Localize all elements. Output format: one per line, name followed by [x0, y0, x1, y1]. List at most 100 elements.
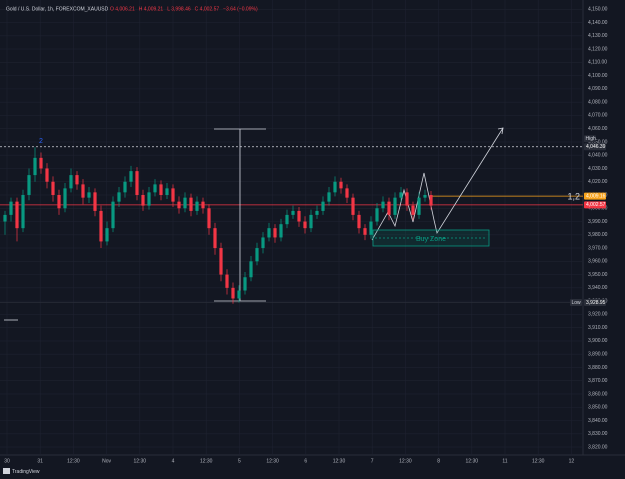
- y-tick-label: 4,140.00: [588, 20, 608, 26]
- price-tag: [584, 143, 606, 151]
- x-tick-label: 8: [437, 458, 440, 464]
- y-tick-label: 3,830.00: [588, 431, 608, 437]
- candle-body: [189, 197, 193, 211]
- candle-body: [177, 201, 181, 209]
- price-tag-label: 4,046.39: [586, 144, 606, 150]
- level-name-box: [584, 135, 596, 143]
- candle-body: [429, 195, 433, 206]
- candle-body: [135, 171, 139, 195]
- price-tag: [584, 201, 606, 209]
- candle-body: [207, 208, 211, 229]
- candle-body: [219, 248, 223, 275]
- x-tick-label: 12:30: [466, 458, 479, 464]
- candle-body: [117, 192, 121, 202]
- legend-item: L 3,998.46: [167, 6, 191, 12]
- y-tick-label: 3,920.00: [588, 312, 608, 318]
- y-tick-label: 3,860.00: [588, 391, 608, 397]
- y-tick-label: 4,100.00: [588, 73, 608, 79]
- candle-body: [183, 197, 187, 209]
- x-tick-label: 12:30: [333, 458, 346, 464]
- candle-body: [369, 221, 373, 235]
- candle-body: [111, 201, 115, 229]
- chart-title: Gold / U.S. Dollar, 1h, FOREXCOM_XAUUSD: [6, 6, 109, 12]
- level-name-box: [570, 299, 582, 307]
- candle-body: [195, 201, 199, 211]
- candle-body: [87, 192, 91, 198]
- x-tick-label: 4: [172, 458, 175, 464]
- candle-body: [363, 228, 367, 235]
- y-tick-label: 3,910.00: [588, 325, 608, 331]
- candle-body: [405, 192, 409, 206]
- candle-body: [225, 274, 229, 288]
- candle-body: [45, 168, 49, 182]
- candle-body: [285, 214, 289, 225]
- candle-body: [351, 197, 355, 215]
- candle-body: [159, 184, 163, 195]
- candle-body: [357, 214, 361, 229]
- legend-item: O 4,006.21: [110, 6, 135, 12]
- candle-body: [261, 237, 265, 249]
- y-tick-label: 4,090.00: [588, 86, 608, 92]
- candle-body: [93, 192, 97, 211]
- y-tick-label: 3,850.00: [588, 405, 608, 411]
- x-tick-label: 12:30: [532, 458, 545, 464]
- footer: TradingView: [12, 469, 40, 475]
- candle-body: [69, 175, 73, 189]
- y-tick-label: 4,080.00: [588, 99, 608, 105]
- candle-body: [9, 201, 13, 215]
- price-tag: [584, 192, 606, 200]
- candle-body: [345, 188, 349, 198]
- candle-body: [303, 221, 307, 229]
- y-tick-label: 3,840.00: [588, 418, 608, 424]
- y-tick-label: 4,030.00: [588, 166, 608, 172]
- grid: [0, 0, 583, 455]
- levels: [0, 146, 583, 303]
- candle-body: [33, 157, 37, 176]
- candle-body: [387, 201, 391, 215]
- y-tick-label: 4,120.00: [588, 46, 608, 52]
- price-tag-label: 4,002.57: [586, 202, 606, 208]
- y-tick-label: 3,870.00: [588, 378, 608, 384]
- candle-body: [291, 210, 295, 215]
- y-tick-label: 3,890.00: [588, 352, 608, 358]
- candle-body: [15, 201, 19, 229]
- logo: [3, 468, 10, 474]
- price-tag-label: 4,009.16: [586, 193, 606, 199]
- y-tick-label: 4,110.00: [588, 60, 607, 66]
- candle-body: [417, 197, 421, 215]
- x-tick-label: 12:30: [200, 458, 213, 464]
- candle-body: [129, 171, 133, 182]
- candle-body: [165, 188, 169, 195]
- candle-body: [333, 181, 337, 193]
- candle-body: [315, 210, 319, 215]
- candle-body: [21, 195, 25, 229]
- y-tick-label: 4,150.00: [588, 7, 608, 13]
- y-tick-label: 3,880.00: [588, 365, 608, 371]
- x-tick-label: 30: [4, 458, 10, 464]
- candle-body: [63, 188, 67, 209]
- candle-body: [381, 201, 385, 209]
- candle-body: [309, 214, 313, 229]
- candle-body: [51, 181, 55, 195]
- buy-zone-label: Buy Zone: [416, 236, 446, 243]
- y-tick-label: 4,040.00: [588, 153, 608, 159]
- wave-label: 2: [39, 138, 43, 145]
- y-tick-label: 4,020.00: [588, 179, 608, 185]
- candle-body: [243, 277, 247, 291]
- y-tick-label: 3,820.00: [588, 444, 608, 450]
- legend-item: C 4,002.57: [195, 6, 220, 12]
- candle-body: [327, 192, 331, 202]
- x-tick-label: 6: [304, 458, 307, 464]
- y-tick-label: 4,000.00: [588, 206, 608, 212]
- x-tick-label: 12:30: [399, 458, 412, 464]
- candle-body: [75, 175, 79, 185]
- candle-body: [267, 228, 271, 238]
- candle-body: [27, 175, 31, 195]
- ohlc-legend: O 4,006.21 H 4,009.21 L 3,998.46 C 4,002.57…: [110, 6, 258, 12]
- candle-body: [375, 208, 379, 222]
- legend-item: H 4,009.21: [139, 6, 164, 12]
- candle-body: [81, 184, 85, 198]
- x-tick-label: 31: [37, 458, 43, 464]
